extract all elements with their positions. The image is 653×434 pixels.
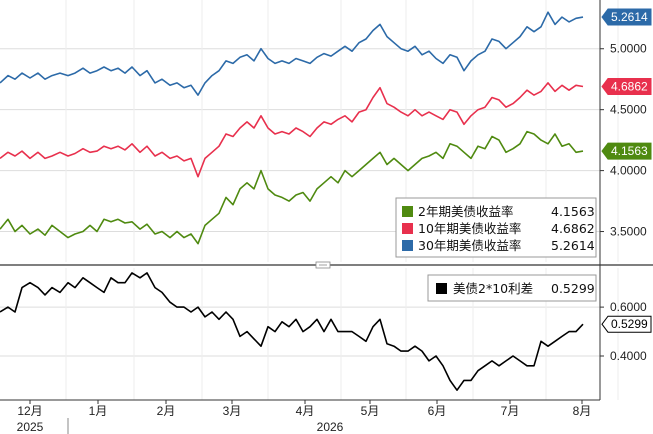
value-tag-bg-2y <box>601 142 652 160</box>
legend-label-10y: 10年期美债收益率 <box>418 221 521 236</box>
upper-legend: 2年期美债收益率 4.1563 10年期美债收益率 4.6862 30年期美债收… <box>395 197 597 258</box>
value-tag-30y: 5.2614 <box>601 8 652 26</box>
x-tick-label: 7月 <box>501 404 520 418</box>
value-tag-10y: 4.6862 <box>601 78 652 96</box>
x-tick-label: 8月 <box>573 404 592 418</box>
x-tick-label: 3月 <box>223 404 242 418</box>
value-tag-spread: 0.5299 <box>601 315 652 333</box>
upper-ytick-label: 4.0000 <box>610 164 647 178</box>
x-tick-label: 6月 <box>428 404 447 418</box>
value-tag-bg-spread <box>601 315 652 333</box>
lower-lines <box>0 272 584 391</box>
legend-value-30y: 5.2614 <box>551 238 595 253</box>
legend-value-10y: 4.6862 <box>551 221 595 236</box>
legend-label-spread: 美债2*10利差 <box>453 281 533 296</box>
legend-label-30y: 30年期美债收益率 <box>418 238 521 253</box>
value-tag-text-30y: 5.2614 <box>611 10 648 24</box>
upper-value-tags: 4.1563 4.6862 5.2614 <box>601 8 652 160</box>
legend-swatch-30y <box>402 240 413 251</box>
lower-legend-box <box>427 274 597 302</box>
series-line-30y <box>0 11 584 96</box>
upper-ytick-label: 3.5000 <box>610 225 647 239</box>
x-tick-label: 4月 <box>296 404 315 418</box>
x-year-label: 2025 <box>17 420 44 434</box>
legend-entry-30y: 30年期美债收益率 5.2614 <box>402 238 595 253</box>
x-ticks: 12月 1月 2月 3月 4月 5月 6月 7月 8月 2025 2026 <box>17 400 592 434</box>
lower-ytick-label: 0.4000 <box>610 349 647 363</box>
series-line-10y <box>0 82 584 178</box>
lower-ytick-label: 0.6000 <box>610 300 647 314</box>
series-line-2y <box>0 130 584 245</box>
value-tag-bg-10y <box>601 78 652 96</box>
x-year-label: 2026 <box>317 420 344 434</box>
legend-entry-10y: 10年期美债收益率 4.6862 <box>402 221 595 236</box>
x-axis <box>0 0 601 434</box>
x-tick-label: 5月 <box>361 404 380 418</box>
x-tick-label: 2月 <box>157 404 176 418</box>
upper-ytick-label: 4.5000 <box>610 103 647 117</box>
legend-entry-2y: 2年期美债收益率 4.1563 <box>402 204 595 219</box>
upper-grid <box>0 0 619 262</box>
upper-legend-box <box>395 197 597 258</box>
upper-lines <box>0 11 584 245</box>
value-tag-text-2y: 4.1563 <box>611 144 648 158</box>
lower-y-axis: 0.6000 0.4000 <box>600 300 647 363</box>
upper-y-axis: 5.0000 4.5000 4.0000 3.5000 <box>600 42 647 239</box>
legend-swatch-spread <box>436 283 447 294</box>
legend-swatch-10y <box>402 223 413 234</box>
legend-value-2y: 4.1563 <box>551 204 595 219</box>
value-tag-2y: 4.1563 <box>601 142 652 160</box>
x-tick-label: 1月 <box>89 404 108 418</box>
legend-swatch-2y <box>402 206 413 217</box>
value-tag-bg-30y <box>601 8 652 26</box>
panel-divider[interactable] <box>0 261 653 269</box>
upper-ytick-label: 5.0000 <box>610 42 647 56</box>
x-tick-label: 12月 <box>17 404 42 418</box>
value-tag-text-10y: 4.6862 <box>611 80 648 94</box>
value-tag-text-spread: 0.5299 <box>611 317 648 331</box>
legend-value-spread: 0.5299 <box>551 281 595 296</box>
series-line-spread <box>0 272 584 391</box>
lower-legend: 美债2*10利差 0.5299 <box>427 274 597 302</box>
legend-label-2y: 2年期美债收益率 <box>418 204 513 219</box>
lower-value-tags: 0.5299 <box>601 315 652 333</box>
